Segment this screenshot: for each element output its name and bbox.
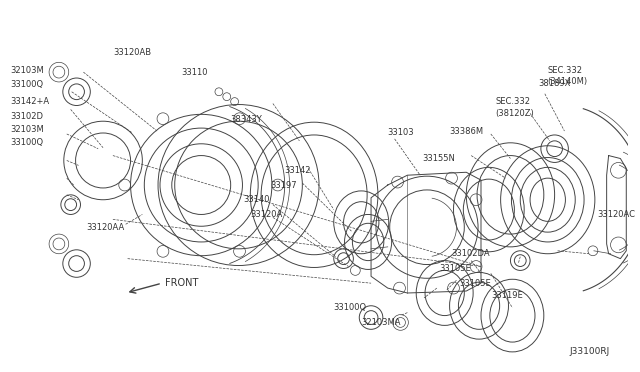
Text: 32103M: 32103M: [10, 125, 44, 134]
Text: 33120A: 33120A: [250, 210, 283, 219]
Text: 33120AC: 33120AC: [597, 210, 635, 219]
Text: 32103MA: 32103MA: [361, 318, 401, 327]
Text: FRONT: FRONT: [165, 278, 198, 288]
Text: 33140: 33140: [243, 195, 270, 204]
Text: 33100Q: 33100Q: [333, 303, 367, 312]
Text: 33110: 33110: [182, 68, 208, 77]
Text: 33142: 33142: [285, 166, 311, 175]
Text: (38120Z): (38120Z): [496, 109, 534, 118]
Text: SEC.332: SEC.332: [548, 66, 583, 75]
Text: 38343Y: 38343Y: [230, 115, 262, 124]
Text: J33100RJ: J33100RJ: [570, 347, 609, 356]
Text: 33197: 33197: [270, 180, 296, 189]
Text: 33103: 33103: [388, 128, 414, 138]
Text: 33142+A: 33142+A: [10, 97, 49, 106]
Text: 33120AA: 33120AA: [86, 223, 125, 232]
Text: 38189X: 38189X: [538, 79, 570, 89]
Text: 33105E: 33105E: [440, 264, 472, 273]
Text: 33100Q: 33100Q: [10, 80, 43, 89]
Text: 33386M: 33386M: [449, 126, 484, 135]
Text: (34140M): (34140M): [548, 77, 588, 86]
Text: 33155N: 33155N: [422, 154, 455, 163]
Text: 33102D: 33102D: [10, 112, 43, 121]
Text: 33105E: 33105E: [460, 279, 491, 288]
Text: 33119E: 33119E: [491, 291, 523, 301]
Text: 32103M: 32103M: [10, 66, 44, 75]
Text: SEC.332: SEC.332: [496, 97, 531, 106]
Text: 33102DA: 33102DA: [452, 249, 490, 258]
Text: 33100Q: 33100Q: [10, 138, 43, 147]
Text: 33120AB: 33120AB: [113, 48, 151, 57]
